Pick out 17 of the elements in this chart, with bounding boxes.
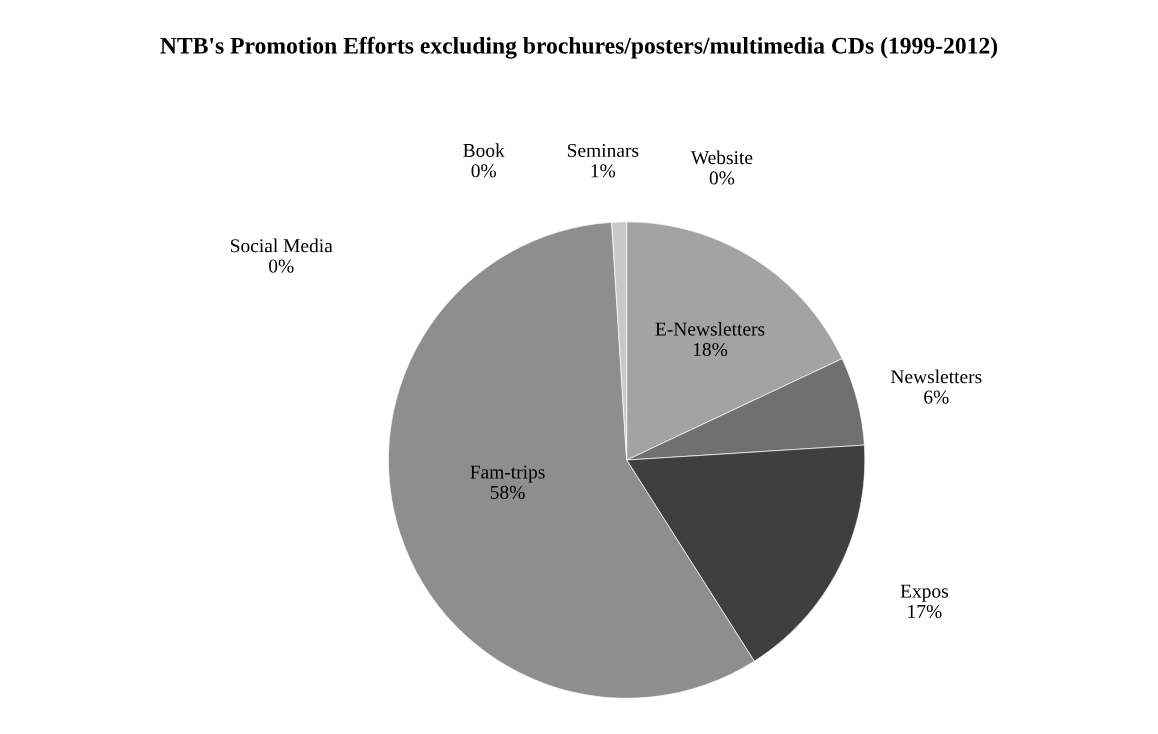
category-label: Book (463, 143, 505, 158)
slice-label: Newsletters (890, 369, 982, 384)
data-label: 18% (693, 342, 728, 357)
data-label: 1% (591, 164, 616, 178)
slice-label: Fam-trips (470, 465, 545, 483)
slice-label: E-Newsletters (655, 321, 765, 336)
text: 0% (471, 164, 497, 178)
data-label: 17% (908, 604, 942, 619)
category-label: Social Media (230, 238, 333, 253)
slice-label: Expos (900, 584, 948, 602)
chart-title: NTB's Promotion Efforts excluding brochures/posters/multimedia CDs (1999-2012) (160, 36, 998, 59)
slice-label: Seminars (567, 143, 639, 158)
data-label: 6% (924, 390, 949, 404)
category-label: Website (690, 150, 753, 165)
text: 0% (269, 259, 294, 273)
data-label: 58% (490, 485, 525, 499)
text: 0% (709, 171, 735, 185)
